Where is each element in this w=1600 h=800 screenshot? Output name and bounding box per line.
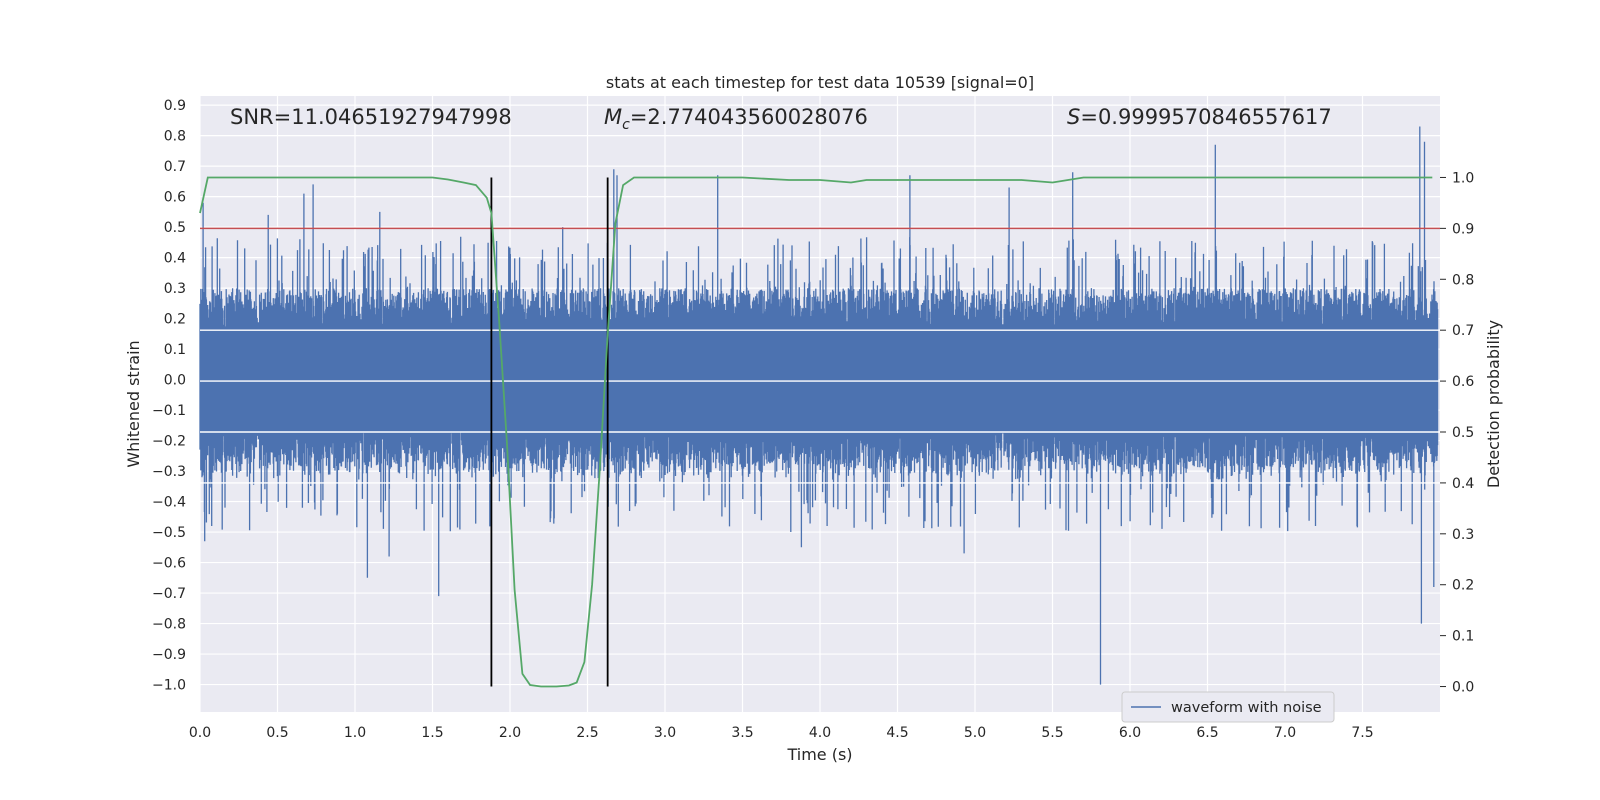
snr-annotation: SNR=11.04651927947998 xyxy=(230,105,512,129)
y-tick-label-left: −0.5 xyxy=(152,525,186,541)
y-tick-label-right: 0.8 xyxy=(1452,272,1474,288)
chirp-mass-symbol: M xyxy=(604,105,622,129)
y-tick-label-right: 0.9 xyxy=(1452,221,1474,237)
detection-probability-line xyxy=(199,176,1433,688)
x-tick-label: 4.0 xyxy=(809,725,831,741)
x-tick-label: 1.5 xyxy=(421,725,443,741)
s-symbol: S xyxy=(1067,105,1080,129)
y-tick-label-right: 0.3 xyxy=(1452,527,1474,543)
y-tick-label-left: 0.5 xyxy=(164,220,186,236)
y-tick-label-left: 0.7 xyxy=(164,159,186,175)
y-tick-label-left: −0.7 xyxy=(152,586,186,602)
overlay-lines xyxy=(199,176,1440,688)
s-annotation: S=0.9999570846557617 xyxy=(1067,105,1332,129)
legend-label-waveform: waveform with noise xyxy=(1171,700,1322,716)
x-tick-label: 0.5 xyxy=(266,725,288,741)
y-tick-label-left: −0.4 xyxy=(152,495,186,511)
legend-box xyxy=(1121,691,1335,723)
x-tick-label: 5.5 xyxy=(1041,725,1063,741)
y-tick-label-right: 0.5 xyxy=(1452,425,1474,441)
x-axis-label: Time (s) xyxy=(786,745,852,764)
x-tick-label: 2.0 xyxy=(499,725,521,741)
y-tick-label-left: 0.4 xyxy=(164,251,186,267)
chirp-mass-annotation: Mc=2.774043560028076 xyxy=(604,105,868,133)
x-tick-label: 7.5 xyxy=(1351,725,1373,741)
y-tick-label-right: 0.1 xyxy=(1452,629,1474,645)
y-tick-label-left: 0.2 xyxy=(164,312,186,328)
chirp-mass-subscript: c xyxy=(622,117,630,133)
y-tick-label-left: 0.8 xyxy=(164,129,186,145)
y-tick-label-left: 0.3 xyxy=(164,281,186,297)
x-tick-label: 1.0 xyxy=(344,725,366,741)
x-tick-label: 0.0 xyxy=(189,725,211,741)
x-tick-label: 2.5 xyxy=(576,725,598,741)
y-tick-label-left: −1.0 xyxy=(152,678,186,694)
y-tick-label-right: 0.7 xyxy=(1452,323,1474,339)
x-tick-label: 5.0 xyxy=(964,725,986,741)
y-tick-label-left: −0.8 xyxy=(152,617,186,633)
y-tick-label-left: −0.3 xyxy=(152,464,186,480)
y-tick-labels-left: 0.9 0.8 0.7 0.6 0.5 0.4 0.3 0.2 0.1 0.0 −0.1 −0.2 −0… xyxy=(152,98,186,693)
x-tick-label: 7.0 xyxy=(1274,725,1296,741)
x-tick-label: 4.5 xyxy=(886,725,908,741)
x-tick-label: 6.5 xyxy=(1196,725,1218,741)
y-axis-label-left: Whitened strain xyxy=(124,340,143,467)
chart-title: stats at each timestep for test data 105… xyxy=(606,73,1034,92)
y-tick-label-right: 1.0 xyxy=(1452,170,1474,186)
y-tick-label-left: −0.9 xyxy=(152,647,186,663)
y-tick-label-left: 0.9 xyxy=(164,98,186,114)
chirp-mass-value: =2.774043560028076 xyxy=(630,105,868,129)
y-tick-label-left: 0.0 xyxy=(164,373,186,389)
y-tick-label-right: 0.6 xyxy=(1452,374,1474,390)
x-tick-labels: 0.0 0.5 1.0 1.5 2.0 2.5 3.0 3.5 4.0 4.5 5.0 5.5 6.0 6… xyxy=(189,725,1374,741)
y-tick-label-right: 0.0 xyxy=(1452,680,1474,696)
y-axis-label-right: Detection probability xyxy=(1484,320,1503,488)
y-tick-label-right: 0.2 xyxy=(1452,578,1474,594)
x-tick-label: 3.0 xyxy=(654,725,676,741)
x-tick-label: 6.0 xyxy=(1119,725,1141,741)
y-tick-labels-right: 1.0 0.9 0.8 0.7 0.6 0.5 0.4 0.3 0.2 0.1 0.0 xyxy=(1440,170,1474,696)
y-tick-label-left: 0.1 xyxy=(164,342,186,358)
y-tick-label-left: −0.1 xyxy=(152,403,186,419)
y-tick-label-left: 0.6 xyxy=(164,190,186,206)
y-tick-label-left: −0.6 xyxy=(152,556,186,572)
legend: waveform with noise xyxy=(1121,691,1335,723)
y-tick-label-left: −0.2 xyxy=(152,434,186,450)
y-tick-label-right: 0.4 xyxy=(1452,476,1474,492)
waveform-noise-series xyxy=(199,126,1440,685)
x-tick-label: 3.5 xyxy=(731,725,753,741)
s-value: =0.9999570846557617 xyxy=(1080,105,1331,129)
